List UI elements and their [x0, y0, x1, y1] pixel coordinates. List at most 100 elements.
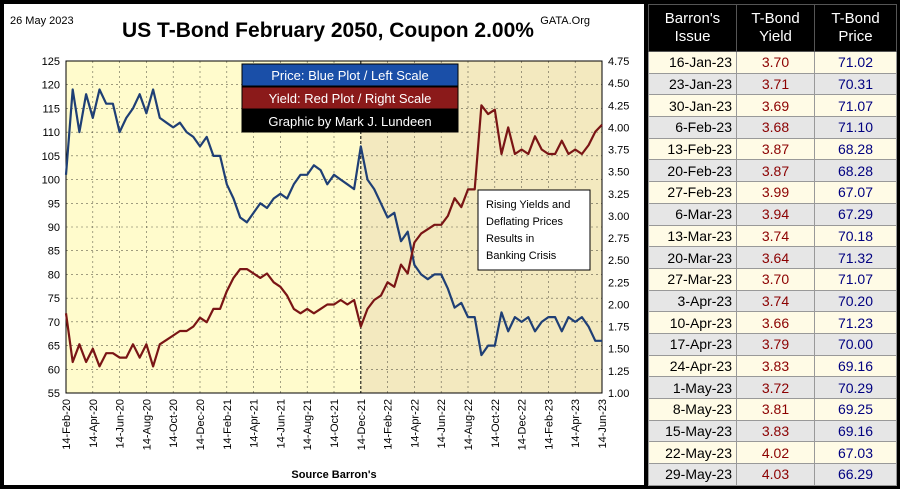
- yield-price-table: Barron's Issue T-Bond Yield T-Bond Price 16…: [648, 4, 897, 486]
- cell-date: 30-Jan-23: [648, 94, 737, 118]
- cell-yield: 3.70: [736, 51, 815, 74]
- table-header-row: Barron's Issue T-Bond Yield T-Bond Price: [648, 4, 897, 52]
- cell-yield: 3.83: [736, 419, 815, 443]
- cell-date: 29-May-23: [648, 463, 737, 486]
- cell-price: 67.07: [814, 181, 897, 204]
- x-tick-label: 14-Jun-23: [597, 399, 609, 449]
- table-row: 20-Feb-23 3.87 68.28: [648, 159, 897, 183]
- cell-yield: 3.66: [736, 311, 815, 334]
- y-right-tick-label: 3.75: [608, 145, 629, 157]
- y-right-tick-label: 4.75: [608, 56, 629, 68]
- x-tick-label: 14-Feb-21: [222, 399, 234, 450]
- cell-date: 27-Mar-23: [648, 267, 737, 291]
- cell-date: 23-Jan-23: [648, 72, 737, 96]
- x-tick-label: 14-Oct-22: [490, 399, 502, 448]
- title-bar: [4, 4, 644, 56]
- cell-yield: 3.69: [736, 94, 815, 118]
- y-right-tick-label: 1.25: [608, 366, 629, 378]
- x-tick-label: 14-Feb-23: [543, 399, 555, 450]
- y-left-tick-label: 110: [42, 127, 60, 139]
- annotation-line: Banking Crisis: [486, 250, 557, 262]
- cell-yield: 3.87: [736, 137, 815, 161]
- cell-yield: 3.70: [736, 267, 815, 291]
- legend-label: Yield: Red Plot / Right Scale: [269, 91, 432, 106]
- y-left-tick-label: 120: [42, 80, 60, 92]
- cell-date: 13-Mar-23: [648, 224, 737, 248]
- cell-yield: 3.74: [736, 289, 815, 313]
- chart-panel: 55 60 65 70 75 80 85 90 95 100 105 110 115 120 125 1.00…: [4, 4, 644, 485]
- y-right-tick-label: 1.75: [608, 322, 629, 334]
- x-tick-label: 14-Apr-20: [88, 399, 100, 448]
- header-issue: Barron's Issue: [648, 4, 737, 52]
- y-left-tick-label: 115: [42, 103, 60, 115]
- y-left-tick-label: 75: [48, 293, 60, 305]
- table-row: 13-Mar-23 3.74 70.18: [648, 224, 897, 248]
- y-left-tick-label: 90: [48, 222, 60, 234]
- cell-yield: 4.02: [736, 441, 815, 465]
- x-tick-label: 14-Apr-22: [409, 399, 421, 448]
- cell-yield: 3.64: [736, 246, 815, 269]
- cell-price: 70.20: [814, 289, 897, 313]
- legend-label: Price: Blue Plot / Left Scale: [271, 68, 429, 83]
- cell-date: 20-Mar-23: [648, 246, 737, 269]
- header-yield: T-Bond Yield: [736, 4, 815, 52]
- y-left-tick-label: 55: [48, 388, 60, 400]
- cell-date: 20-Feb-23: [648, 159, 737, 183]
- table-row: 29-May-23 4.03 66.29: [648, 463, 897, 486]
- cell-price: 68.28: [814, 137, 897, 161]
- cell-yield: 3.87: [736, 159, 815, 183]
- bond-chart: 55 60 65 70 75 80 85 90 95 100 105 110 115 120 125 1.00…: [4, 4, 644, 481]
- y-right-tick-label: 2.75: [608, 233, 629, 245]
- table-row: 1-May-23 3.72 70.29: [648, 376, 897, 399]
- y-left-tick-label: 100: [42, 175, 60, 187]
- cell-date: 8-May-23: [648, 398, 737, 421]
- date-label: 26 May 2023: [10, 15, 74, 27]
- table-row: 16-Jan-23 3.70 71.02: [648, 51, 897, 74]
- table-row: 8-May-23 3.81 69.25: [648, 398, 897, 421]
- cell-price: 67.29: [814, 202, 897, 226]
- y-left-tick-label: 70: [48, 317, 60, 329]
- cell-price: 66.29: [814, 463, 897, 486]
- cell-yield: 3.68: [736, 116, 815, 139]
- y-left-tick-label: 105: [42, 151, 60, 163]
- legend-box: [241, 109, 459, 133]
- y-left-tick-label: 125: [42, 56, 60, 68]
- cell-price: 69.25: [814, 398, 897, 421]
- cell-yield: 3.94: [736, 202, 815, 226]
- header-price: T-Bond Price: [814, 4, 897, 52]
- table-row: 30-Jan-23 3.69 71.07: [648, 94, 897, 118]
- table-row: 27-Feb-23 3.99 67.07: [648, 181, 897, 204]
- y-right-tick-label: 3.00: [608, 211, 629, 223]
- x-tick-label: 14-Apr-23: [570, 399, 582, 448]
- table-row: 3-Apr-23 3.74 70.20: [648, 289, 897, 313]
- cell-yield: 3.74: [736, 224, 815, 248]
- table-row: 10-Apr-23 3.66 71.23: [648, 311, 897, 334]
- cell-price: 69.16: [814, 354, 897, 378]
- x-tick-label: 14-Dec-20: [195, 399, 207, 450]
- data-table-panel: Barron's Issue T-Bond Yield T-Bond Price 16…: [648, 4, 897, 486]
- x-tick-label: 14-Feb-20: [61, 399, 73, 450]
- table-row: 22-May-23 4.02 67.03: [648, 441, 897, 465]
- cell-price: 71.23: [814, 311, 897, 334]
- x-tick-label: 14-Apr-21: [249, 399, 261, 448]
- y-right-tick-label: 4.50: [608, 78, 629, 90]
- cell-price: 71.02: [814, 51, 897, 74]
- cell-date: 6-Feb-23: [648, 116, 737, 139]
- x-tick-label: 14-Oct-21: [329, 399, 341, 448]
- y-right-tick-label: 1.50: [608, 344, 629, 356]
- x-tick-label: 14-Dec-21: [356, 399, 368, 450]
- annotation-line: Results in: [486, 233, 534, 245]
- price-series-line: [64, 88, 602, 357]
- cell-date: 17-Apr-23: [648, 332, 737, 356]
- yield-series-line: [64, 104, 603, 368]
- cell-date: 13-Feb-23: [648, 137, 737, 161]
- cell-price: 70.00: [814, 332, 897, 356]
- table-row: 17-Apr-23 3.79 70.00: [648, 332, 897, 356]
- annotation-line: Deflating Prices: [486, 216, 564, 228]
- cell-price: 71.07: [814, 94, 897, 118]
- cell-date: 24-Apr-23: [648, 354, 737, 378]
- cell-yield: 3.99: [736, 181, 815, 204]
- x-tick-label: 14-Aug-22: [463, 399, 475, 450]
- cell-date: 16-Jan-23: [648, 51, 737, 74]
